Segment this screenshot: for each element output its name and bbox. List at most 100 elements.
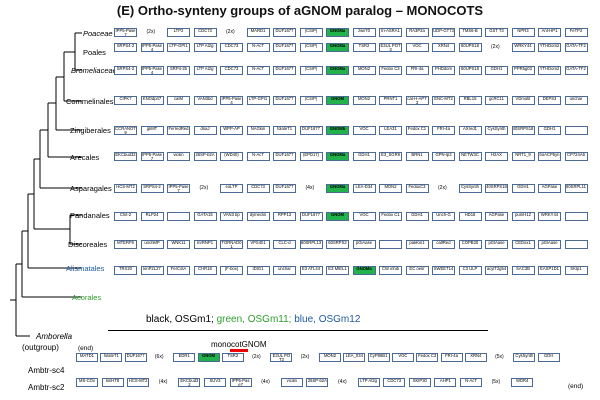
gene-box: MON2 xyxy=(319,353,341,362)
gene-box: IPP5-Pase4 xyxy=(140,43,164,52)
monocot-gnom-marker xyxy=(230,349,248,352)
gene-box: FRI-4a xyxy=(432,126,455,135)
gene-box: N-AcT xyxy=(246,66,270,75)
gene-box: VDmotif xyxy=(511,96,535,105)
gene-box: (CSIP) xyxy=(299,43,323,52)
copy-count-label: (6x) xyxy=(154,354,164,360)
gene-box: DUF1677 xyxy=(124,353,147,362)
gene-box: vicilin xyxy=(167,152,190,161)
gene-box: CyP86B1 xyxy=(367,353,390,362)
monocot-gnom-label: monocotGNOM xyxy=(211,340,267,349)
taxon-poales: Poales xyxy=(83,48,106,57)
gene-box: IPP5-Pase7 xyxy=(167,184,190,193)
gene-box: IPP5-Pase7 xyxy=(114,28,137,37)
gene-box: VOC xyxy=(405,43,429,52)
gene-box: MON2 xyxy=(352,66,376,75)
gene-box: cat-H-APT3 xyxy=(405,96,429,105)
gene-box: folateT1 xyxy=(100,353,123,362)
gene-box: VPS4h1 xyxy=(246,240,270,249)
gene-box: CysSynth xyxy=(458,184,482,193)
gene-box: EASP1D1 xyxy=(538,266,561,275)
synteny-row: Chit-2 RLP24 GATA15 VAN3 bp dymeclin RPP13 DUF… xyxy=(114,212,594,223)
gene-box: (CSIP) xyxy=(299,66,323,75)
gene-box: VOC xyxy=(391,353,414,362)
gene-box: FeTP2 xyxy=(564,28,588,37)
gene-box: pumH12 xyxy=(511,212,535,221)
gene-box: DUF1677 xyxy=(299,126,323,135)
gene-box: RA3P2a xyxy=(405,28,429,37)
gene-box: 40SRPS18 xyxy=(485,184,508,193)
gene-box: Fedox C1 xyxy=(379,212,402,221)
divider-line xyxy=(108,330,488,331)
gene-box: unchar xyxy=(564,96,588,105)
gene-box: EDR1 xyxy=(173,353,196,362)
gene-box: HCS-MT2 xyxy=(127,378,150,387)
gene-box: 40SRPS18 xyxy=(511,126,535,135)
gene-box: VAN3bd xyxy=(193,96,217,105)
gene-box: FerredRed xyxy=(167,126,190,135)
amborella-outgroup-label: (outgroup) xyxy=(22,343,59,352)
sc2-row: MS-COx kinHT8 HCS-MT2 (4x) EKCbud32 SUV3 IPP5-… xyxy=(76,378,596,389)
gene-box: SKIp1 xyxy=(564,266,588,275)
gnom-gene-box: GNOMa xyxy=(326,184,349,193)
gene-box: gkMT xyxy=(140,126,164,135)
sc4-end-label: (end) xyxy=(78,345,94,352)
gene-box: Chit-2 xyxy=(114,212,137,221)
gene-box: Fedox C3 xyxy=(379,66,402,75)
gnom-gene-box: GNOMa xyxy=(352,266,376,275)
copy-count-label: (4x) xyxy=(338,379,347,385)
gene-box: (EPD17) xyxy=(299,152,323,161)
gene-box: GATA-TF2 xyxy=(564,66,588,75)
gene-box: TRX20 xyxy=(114,266,137,275)
figure-title: (E) Ortho-synteny groups of aGNOM paralo… xyxy=(116,3,484,18)
gene-box xyxy=(564,126,588,135)
gene-box: CysSynth xyxy=(513,353,536,362)
gnom-gene-box: GNOMa xyxy=(326,66,349,75)
copy-count-label: (5x) xyxy=(491,379,501,385)
gene-box: CP724A6 xyxy=(564,152,588,161)
gene-box: TSR2 xyxy=(352,43,376,52)
gene-box: WRKY44 xyxy=(538,212,561,221)
gnom-gene-box: GNOM xyxy=(197,353,220,362)
gene-box: vicilin xyxy=(280,378,303,387)
gene-box: unchar xyxy=(273,266,296,275)
taxon-acorales: Acorales xyxy=(72,293,102,302)
gene-box: GATA-TF2 xyxy=(564,43,588,52)
taxon-bromeliaceae: Bromeliaceae xyxy=(71,66,117,75)
gene-box: CDC73 xyxy=(220,66,243,75)
gene-box: FRI-4a xyxy=(405,66,429,75)
gene-box: CysSynth xyxy=(485,126,508,135)
gene-box: E3UL POT3 xyxy=(379,43,402,52)
taxon-discoreales: Discoreales xyxy=(68,240,108,249)
gene-box: AGPase xyxy=(538,184,561,193)
gene-box: VOC xyxy=(352,126,376,135)
gene-box: DUF1677 xyxy=(273,152,296,161)
gene-box: YTHDom2 xyxy=(538,66,561,75)
gene-box: LTP-GPI1 xyxy=(167,43,190,52)
gene-box: NRT1_9 xyxy=(511,152,535,161)
synteny-row: MTERF9 unchMP WNK11 InrRNP1 TORNAD01 VPS4h1 CL… xyxy=(114,240,594,251)
gene-box: SRPS4-2 xyxy=(140,184,164,193)
gene-box: SUV3 xyxy=(204,378,226,387)
gene-box: DUF1677 xyxy=(299,212,323,221)
gene-box: E3_SGR9 xyxy=(379,152,402,161)
gene-box: WDR4 xyxy=(511,378,534,387)
gene-box: EKCbud32 xyxy=(114,152,137,161)
legend-green: green, OSGm11; xyxy=(216,314,292,325)
gene-box: Fedox C3 xyxy=(416,353,439,362)
gene-box: GDH1 xyxy=(511,184,535,193)
gene-box: 60SRPL11 xyxy=(564,184,588,193)
gene-box: 60SRPS2 xyxy=(326,240,349,249)
gene-box: IPP5-Pase7 xyxy=(229,378,252,387)
gene-box: CLC-d xyxy=(273,240,296,249)
gene-box: 60UPS18 xyxy=(458,43,482,52)
gene-box: LTP At2g xyxy=(193,66,217,75)
gene-box: folateT1 xyxy=(273,126,296,135)
gene-box: CCRANOT9 xyxy=(114,126,137,135)
copy-count-label: (5x) xyxy=(495,354,504,360)
gene-box: (F-box) xyxy=(220,266,243,275)
gene-box: TMS6-B xyxy=(458,28,482,37)
copy-count-label: (2x) xyxy=(146,29,156,35)
gene-box: DUF1677 xyxy=(273,184,296,193)
gene-box: SKIP30 xyxy=(408,378,431,387)
